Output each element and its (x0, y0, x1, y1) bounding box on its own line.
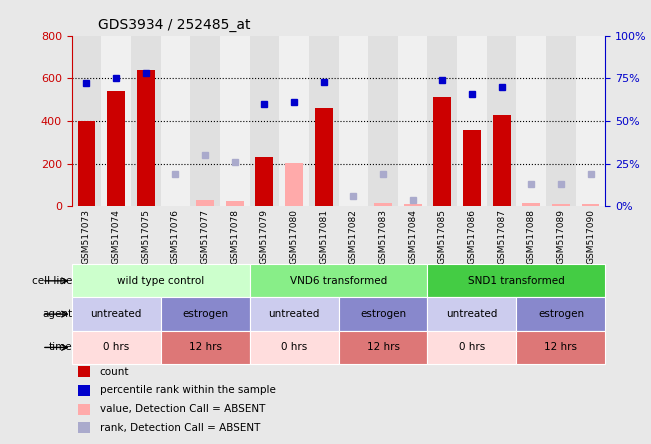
Bar (339, 36, 368, 206)
Bar (72, 264, 249, 297)
Text: value, Detection Call = ABSENT: value, Detection Call = ABSENT (100, 404, 265, 414)
Bar (434, 98, 451, 206)
Bar (196, 200, 214, 206)
Bar (279, 36, 309, 206)
Bar (72, 331, 161, 364)
Text: untreated: untreated (268, 309, 320, 319)
Bar (249, 36, 279, 206)
Bar (428, 264, 605, 297)
Bar (575, 36, 605, 206)
Text: GDS3934 / 252485_at: GDS3934 / 252485_at (98, 18, 251, 32)
Bar (72, 297, 161, 331)
Text: SND1 transformed: SND1 transformed (468, 276, 565, 286)
Bar (516, 297, 605, 331)
Bar (220, 36, 249, 206)
Bar (190, 36, 220, 206)
Bar (339, 331, 428, 364)
Bar (398, 36, 428, 206)
Bar (428, 36, 457, 206)
Text: count: count (100, 367, 129, 377)
Bar (552, 204, 570, 206)
Text: percentile rank within the sample: percentile rank within the sample (100, 385, 275, 396)
Bar (404, 204, 422, 206)
Bar (516, 331, 605, 364)
Bar (374, 203, 392, 206)
Bar (249, 297, 339, 331)
Bar (131, 36, 161, 206)
Text: cell line: cell line (32, 276, 72, 286)
Bar (226, 201, 243, 206)
Bar (582, 204, 600, 206)
Text: untreated: untreated (90, 309, 142, 319)
Bar (546, 36, 575, 206)
Bar (249, 264, 428, 297)
Bar (487, 36, 516, 206)
Text: 0 hrs: 0 hrs (281, 342, 307, 353)
Bar (285, 163, 303, 206)
Bar (516, 36, 546, 206)
Text: 12 hrs: 12 hrs (544, 342, 577, 353)
Text: VND6 transformed: VND6 transformed (290, 276, 387, 286)
Text: 12 hrs: 12 hrs (367, 342, 400, 353)
Bar (255, 157, 273, 206)
Bar (428, 331, 516, 364)
Text: untreated: untreated (447, 309, 497, 319)
Text: wild type control: wild type control (117, 276, 204, 286)
Bar (339, 297, 428, 331)
Bar (493, 115, 510, 206)
Bar (309, 36, 339, 206)
Text: 12 hrs: 12 hrs (189, 342, 221, 353)
Text: agent: agent (42, 309, 72, 319)
Bar (463, 130, 481, 206)
Text: estrogen: estrogen (538, 309, 584, 319)
Bar (137, 70, 155, 206)
Bar (457, 36, 487, 206)
Bar (249, 331, 339, 364)
Bar (161, 331, 249, 364)
Text: 0 hrs: 0 hrs (459, 342, 485, 353)
Text: rank, Detection Call = ABSENT: rank, Detection Call = ABSENT (100, 423, 260, 433)
Text: time: time (49, 342, 72, 353)
Bar (428, 297, 516, 331)
Text: 0 hrs: 0 hrs (103, 342, 129, 353)
Bar (107, 91, 125, 206)
Bar (161, 297, 249, 331)
Bar (72, 36, 102, 206)
Bar (102, 36, 131, 206)
Bar (315, 108, 333, 206)
Bar (77, 121, 95, 206)
Bar (522, 203, 540, 206)
Bar (161, 36, 190, 206)
Text: estrogen: estrogen (182, 309, 228, 319)
Bar (368, 36, 398, 206)
Text: estrogen: estrogen (360, 309, 406, 319)
